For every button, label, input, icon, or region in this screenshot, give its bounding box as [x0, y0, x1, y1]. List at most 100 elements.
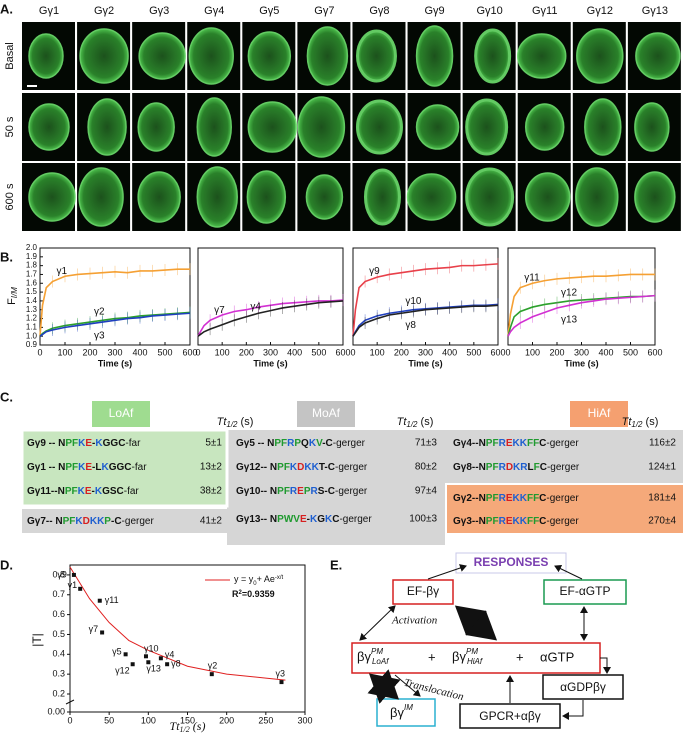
point-label: γ5	[112, 647, 122, 657]
agtp: αGTP	[540, 649, 574, 664]
point-label: γ12	[115, 666, 130, 676]
y-tick-label: 0.9	[26, 340, 38, 349]
species-sup: IM	[404, 703, 413, 712]
time-header: Tt1/2 (s)	[622, 416, 659, 429]
x-tick-label: 300	[574, 347, 589, 357]
species: βγPM HiAf	[452, 647, 483, 666]
half-time: 270±4	[648, 516, 676, 527]
species-base: βγ	[390, 705, 404, 720]
r-squared-part: 2	[239, 590, 243, 596]
y-axis-title-main: F	[6, 298, 18, 305]
legend-part: y = y	[234, 574, 254, 584]
sequence: NPFREKKFFC	[479, 438, 547, 449]
point-label: γ9	[57, 569, 67, 579]
sequence-row: Gγ7-- NPFKDKKP-C-gerger	[27, 516, 154, 527]
gpcr: GPCR+αβγ	[479, 709, 541, 723]
legend-part: 0	[253, 581, 257, 587]
column-label: Gγ4	[204, 5, 224, 17]
point-label: γ4	[165, 650, 175, 660]
cell	[575, 167, 619, 227]
species-base: βγ	[357, 649, 371, 664]
y-tick-label: 1.9	[26, 252, 38, 261]
gamma-name: Gγ9 --	[27, 438, 58, 449]
legend-label: γ11	[524, 272, 540, 283]
time-header-part: 1/2	[406, 420, 418, 429]
x-axis-title: Time (s)	[408, 358, 442, 368]
cell	[415, 104, 460, 150]
gamma-name: Gγ3--	[453, 516, 479, 527]
ef-agtp: EF-αGTP	[560, 584, 611, 598]
box	[459, 703, 561, 729]
lipid-tail: -far	[124, 486, 140, 497]
species-sub: LoAf	[372, 657, 389, 666]
sequence-row: Gγ8--NPFRDKRLFC-gerger	[453, 462, 580, 473]
cell	[188, 27, 234, 85]
x-tick-label: 300	[263, 347, 278, 357]
sequence: NPFKDKKT-C	[270, 462, 335, 473]
sequence-row: Gγ3--NPFREKKFFC-gerger	[453, 516, 579, 527]
half-time: 71±3	[415, 438, 438, 449]
sequence-row: Gγ9 -- NPFKE-KGGC-far	[27, 438, 141, 449]
sequence-row: Gγ4--NPFREKKFFC-gerger	[453, 438, 579, 449]
x-tick-label: 400	[132, 347, 147, 357]
cell	[28, 33, 64, 79]
x-tick-label: 0	[505, 347, 510, 357]
legend-label: γ10	[405, 296, 422, 307]
panel-a: Gγ1 Gγ2 Gγ3 Gγ4 Gγ5 Gγ7 Gγ8 Gγ9 Gγ10 Gγ11 Gγ12 Gγ13…	[4, 5, 681, 231]
x-axis-title-part: 1/2	[180, 725, 190, 734]
time-header-part: (s)	[238, 416, 254, 428]
x-tick-label: 100	[57, 347, 72, 357]
y-tick-label: 1.1	[26, 322, 38, 331]
y-axis-title: |T|	[30, 633, 44, 647]
loaf-tag	[92, 401, 150, 427]
gray-box	[22, 509, 227, 533]
sequence: NPFRPQKV-C	[267, 438, 333, 449]
sequence: NPWVE-KGKC	[270, 514, 340, 525]
half-time: 100±3	[409, 514, 437, 525]
lipid-tail: -gerger	[546, 438, 579, 449]
group-label: LoAf	[109, 406, 134, 420]
sequence: NPFKE-LKGGC	[58, 462, 131, 473]
lipid-tail: -gerger	[335, 486, 368, 497]
legend-part: -x/t	[275, 575, 284, 581]
cell	[465, 167, 515, 227]
legend-label: γ12	[561, 287, 578, 298]
y-tick-label: 1.6	[26, 278, 38, 287]
data-point	[146, 660, 151, 665]
half-time: 41±2	[200, 516, 223, 527]
y-axis-title-sub: I/M	[10, 287, 19, 298]
column-label: Gγ7	[314, 5, 334, 17]
gamma-name: Gγ12--	[236, 462, 270, 473]
activation: Activation	[391, 615, 438, 627]
gamma-name: Gγ5 --	[236, 438, 267, 449]
cell	[584, 98, 622, 156]
x-tick-label: 400	[598, 347, 613, 357]
y-tick-label: 1.5	[26, 287, 38, 296]
data-point	[97, 598, 102, 603]
cell	[247, 101, 298, 153]
point-label: γ3	[276, 668, 286, 678]
cell	[246, 170, 287, 224]
x-tick-label: 100	[525, 347, 540, 357]
y-tick-label: 0.3	[52, 669, 65, 679]
x-tick-label: 600	[647, 347, 662, 357]
sequence-row: Gγ11--NPFKE-KGSC-far	[27, 486, 139, 497]
cell	[87, 98, 127, 156]
hiaf-tag	[570, 401, 628, 427]
half-time: 80±2	[415, 462, 438, 473]
y-tick-label: 0.6	[52, 609, 65, 619]
gamma-name: Gγ11--	[27, 486, 58, 497]
data-point	[158, 656, 163, 661]
agdp: αGDPβγ	[560, 680, 606, 694]
sequence-row: Gγ12-- NPFKDKKT-C-gerger	[236, 462, 368, 473]
gamma-name: Gγ2--	[453, 493, 479, 504]
column-label: Gγ5	[259, 5, 279, 17]
panel-label: B.	[0, 249, 13, 264]
lipid-tail: -gerger	[335, 462, 368, 473]
species-base: βγ	[452, 649, 466, 664]
y-tick-label: 0.4	[52, 649, 65, 659]
sequence: NPFKE-KGSC	[58, 486, 124, 497]
cell	[415, 25, 454, 87]
point-label: γ8	[171, 659, 181, 669]
y-axis-title: FI/M	[6, 287, 19, 305]
